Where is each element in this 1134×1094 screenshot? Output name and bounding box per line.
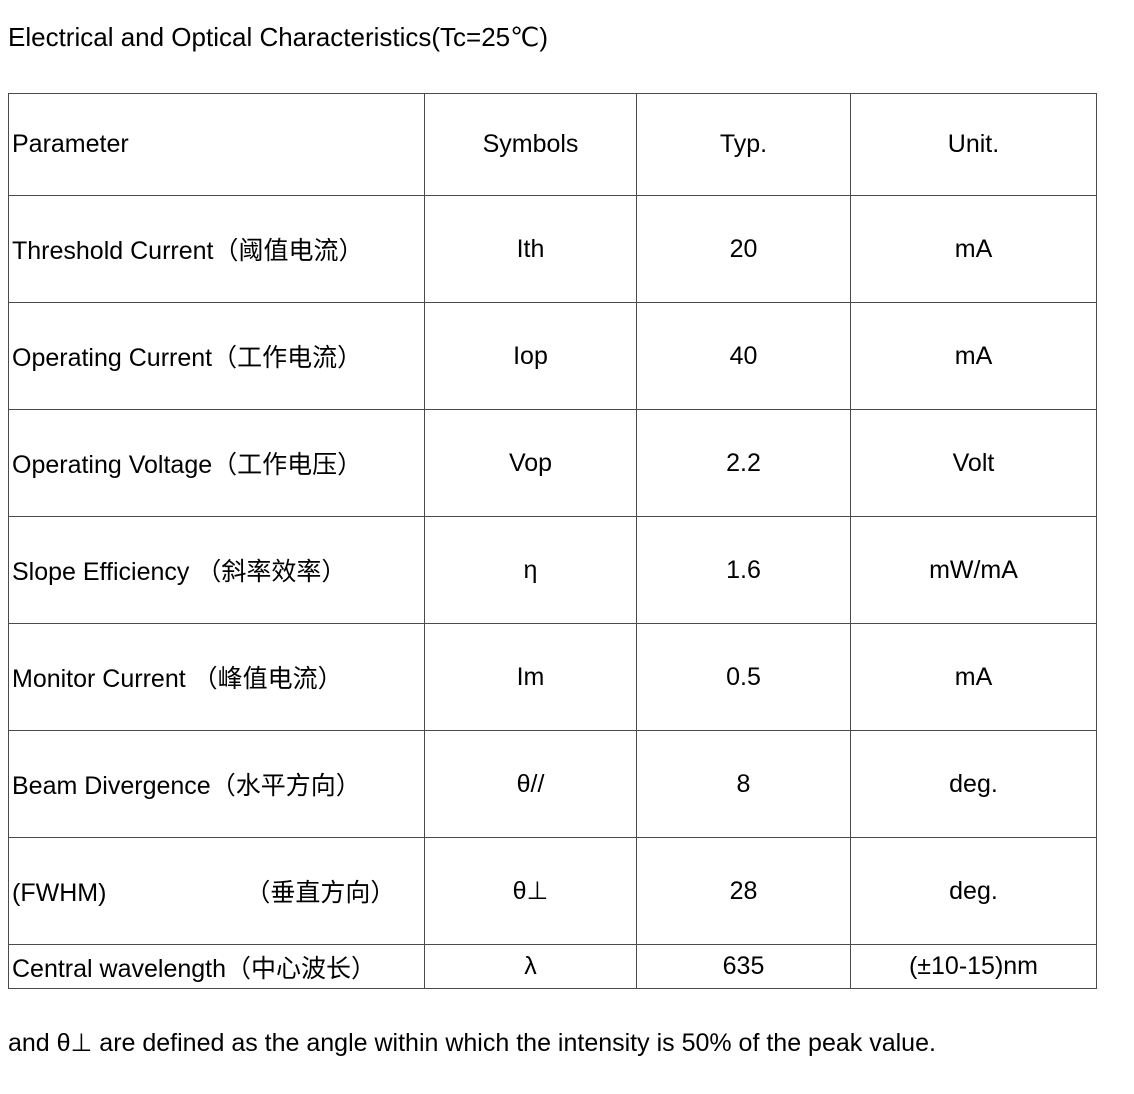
table-row: Threshold Current（阈值电流） Ith 20 mA (8, 195, 1097, 303)
parameter-cell: Beam Divergence（水平方向） (8, 730, 425, 838)
symbol-cell: Iop (424, 302, 637, 410)
parameter-cell: Threshold Current（阈值电流） (8, 195, 425, 303)
unit-cell: mA (850, 302, 1097, 410)
table-row: Monitor Current （峰值电流） Im 0.5 mA (8, 623, 1097, 731)
parameter-cell: Operating Voltage（工作电压） (8, 409, 425, 517)
symbol-cell: λ (424, 944, 637, 989)
page-title: Electrical and Optical Characteristics(T… (8, 22, 548, 52)
unit-cell: deg. (850, 837, 1097, 945)
typ-cell: 1.6 (636, 516, 851, 624)
table-row: Operating Current（工作电流） Iop 40 mA (8, 302, 1097, 410)
table-header-row: Parameter Symbols Typ. Unit. (8, 93, 1097, 196)
table-row: Slope Efficiency （斜率效率） η 1.6 mW/mA (8, 516, 1097, 624)
unit-cell: mW/mA (850, 516, 1097, 624)
parameter-cell: (FWHM) （垂直方向） (8, 837, 425, 945)
symbol-cell: η (424, 516, 637, 624)
typ-cell: 28 (636, 837, 851, 945)
parameter-cell: Central wavelength（中心波长） (8, 944, 425, 989)
parameter-cell: Operating Current（工作电流） (8, 302, 425, 410)
symbol-cell: θ// (424, 730, 637, 838)
column-header-parameter: Parameter (8, 93, 425, 196)
table-row: Operating Voltage（工作电压） Vop 2.2 Volt (8, 409, 1097, 517)
unit-cell: mA (850, 195, 1097, 303)
unit-cell: mA (850, 623, 1097, 731)
unit-cell: (±10-15)nm (850, 944, 1097, 989)
symbol-cell: Ith (424, 195, 637, 303)
typ-cell: 2.2 (636, 409, 851, 517)
typ-cell: 635 (636, 944, 851, 989)
table-row: (FWHM) （垂直方向） θ⊥ 28 deg. (8, 837, 1097, 945)
table-row: Central wavelength（中心波长） λ 635 (±10-15)n… (8, 944, 1097, 989)
characteristics-table: Parameter Symbols Typ. Unit. Threshold C… (8, 93, 1097, 989)
typ-cell: 8 (636, 730, 851, 838)
column-header-symbols: Symbols (424, 93, 637, 196)
parameter-cell: Slope Efficiency （斜率效率） (8, 516, 425, 624)
typ-cell: 20 (636, 195, 851, 303)
parameter-cell: Monitor Current （峰值电流） (8, 623, 425, 731)
table-row: Beam Divergence（水平方向） θ// 8 deg. (8, 730, 1097, 838)
symbol-cell: Vop (424, 409, 637, 517)
column-header-unit: Unit. (850, 93, 1097, 196)
typ-cell: 40 (636, 302, 851, 410)
typ-cell: 0.5 (636, 623, 851, 731)
column-header-typ: Typ. (636, 93, 851, 196)
symbol-cell: Im (424, 623, 637, 731)
unit-cell: deg. (850, 730, 1097, 838)
unit-cell: Volt (850, 409, 1097, 517)
symbol-cell: θ⊥ (424, 837, 637, 945)
footnote: and θ⊥ are defined as the angle within w… (8, 1029, 936, 1057)
